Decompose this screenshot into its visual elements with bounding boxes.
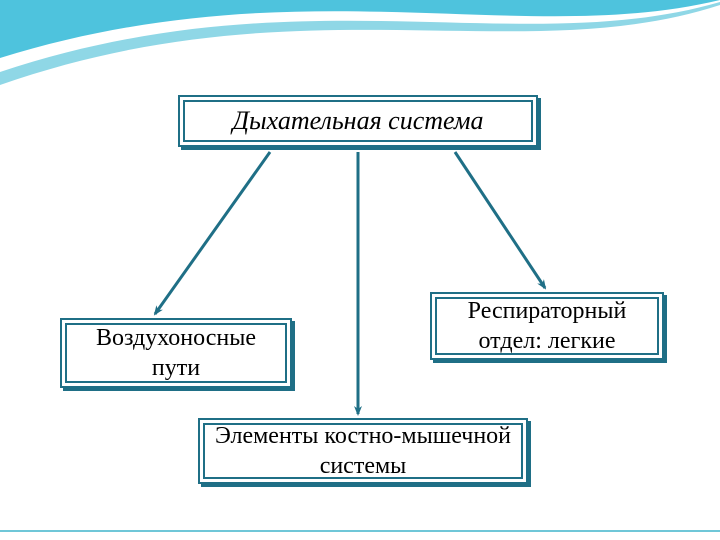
- left-node-label: Воздухоносные пути: [75, 323, 277, 383]
- footer-rule: [0, 530, 720, 532]
- mid-node-label: Элементы костно-мышечной системы: [213, 421, 513, 481]
- right-node-label: Респираторный отдел: легкие: [445, 296, 649, 356]
- left-node: Воздухоносные пути: [60, 318, 292, 388]
- mid-node: Элементы костно-мышечной системы: [198, 418, 528, 484]
- root-node: Дыхательная система: [178, 95, 538, 147]
- right-node: Респираторный отдел: легкие: [430, 292, 664, 360]
- arrow-root-to-left: [155, 152, 270, 314]
- arrow-root-to-right: [455, 152, 545, 288]
- root-node-label: Дыхательная система: [232, 105, 483, 138]
